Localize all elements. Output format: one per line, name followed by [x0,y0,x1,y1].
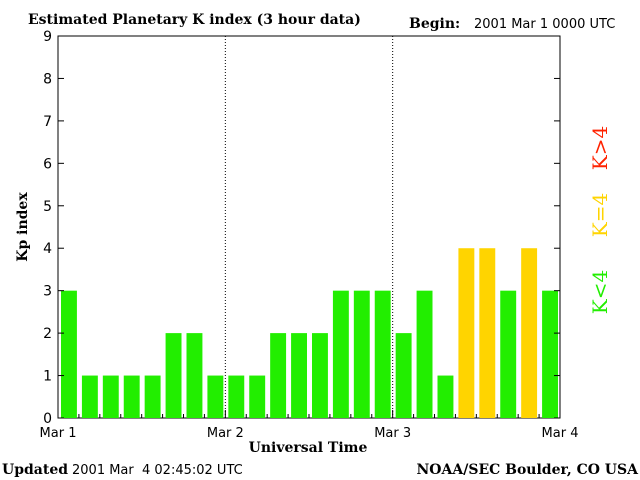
kp-bar [102,375,119,418]
legend-mid: K=4 [588,193,612,237]
kp-bar [395,333,412,418]
kp-bar [500,290,517,418]
y-tick-label: 6 [43,156,52,172]
kp-bar [291,333,307,418]
kp-bar [123,375,140,418]
y-tick-label: 0 [43,411,52,427]
y-tick-label: 8 [43,71,52,87]
chart-title: Estimated Planetary K index (3 hour data… [28,12,361,28]
y-tick-label: 4 [43,241,52,257]
data-source: NOAA/SEC Boulder, CO USA [417,462,640,478]
x-tick-label: Mar 1 [40,426,77,441]
kp-bar [458,248,475,418]
kp-bar [270,333,287,418]
begin-label: Begin: [409,16,460,32]
plot-area: 0 1 2 3 4 5 6 7 8 9 Mar 1 Mar 2 Mar 3 Mar 4 [40,29,579,441]
kp-bar [228,375,245,418]
kp-bar [186,333,203,418]
x-tick-label: Mar 4 [542,426,579,441]
y-tick-label: 7 [43,114,52,130]
y-tick-label: 9 [43,29,52,45]
kp-bar [61,290,77,418]
kp-bar [249,375,266,418]
x-axis-label: Universal Time [249,440,368,456]
y-tick-label: 5 [43,199,52,215]
kp-bar [542,290,558,418]
kp-bar [312,333,328,418]
updated-label: Updated [2,462,68,478]
y-tick-label: 2 [43,326,52,342]
updated-value: 2001 Mar 4 02:45:02 UTC [72,463,243,478]
begin-value: 2001 Mar 1 0000 UTC [474,17,615,32]
kp-bar [416,290,433,418]
legend-high: K>4 [588,126,612,170]
y-tick-label: 3 [43,284,52,300]
kp-bar [144,375,161,418]
kp-bar [353,290,370,418]
kp-bar [165,333,182,418]
kp-bar [81,375,98,418]
kp-bar [437,375,454,418]
x-tick-label: Mar 3 [374,426,411,441]
x-tick-label: Mar 2 [207,426,244,441]
kp-bar [332,290,349,418]
legend-low: K<4 [588,270,612,314]
kp-bar [479,248,496,418]
y-tick-label: 1 [43,369,52,385]
kp-bar [207,375,224,418]
kp-bar [374,290,391,418]
y-axis-label: Kp index [15,192,31,262]
kp-bar [521,248,538,418]
